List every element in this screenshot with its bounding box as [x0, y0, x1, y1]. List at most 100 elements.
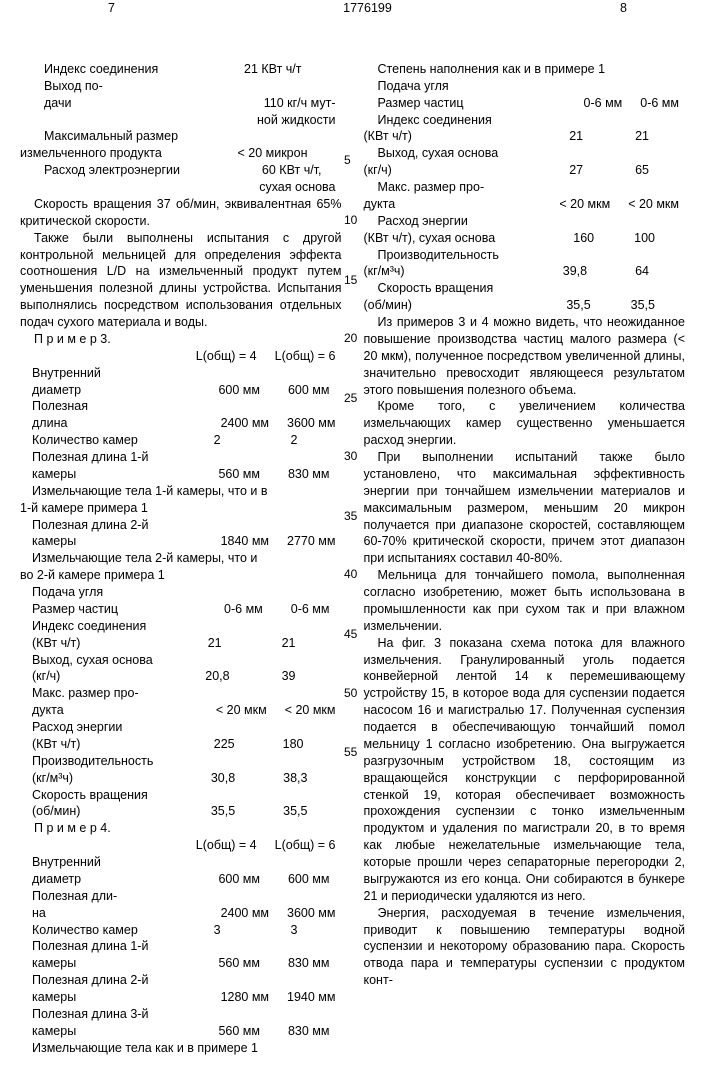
text: 38,3 — [283, 770, 307, 787]
text: < 20 микрон — [237, 145, 341, 162]
text: (кг/ч) — [32, 668, 60, 685]
text: 600 мм — [288, 382, 330, 399]
text: Степень наполнения как и в примере 1 — [364, 61, 686, 78]
text: камеры — [32, 466, 76, 483]
text: Внутренний — [32, 365, 342, 382]
text: 1940 мм — [287, 989, 335, 1006]
text: Полезная длина 2-й — [32, 517, 342, 534]
text: камеры — [32, 955, 76, 972]
text: 65 — [635, 162, 649, 179]
text: 20,8 — [205, 668, 229, 685]
text: 0-6 мм — [584, 95, 623, 112]
text: 1-й камере примера 1 — [20, 500, 342, 517]
text: дукта — [32, 702, 64, 719]
text: 100 — [634, 230, 655, 247]
text: Макс. размер про- — [32, 685, 342, 702]
text: < 20 мкм — [216, 702, 267, 719]
text: Подача угля — [364, 78, 686, 95]
text: 64 — [635, 263, 649, 280]
line-number: 55 — [344, 744, 357, 760]
text: Расход энергии — [364, 213, 686, 230]
text: L(общ) = 6 — [275, 837, 336, 854]
text: Полезная — [32, 398, 342, 415]
text: дукта — [364, 196, 396, 213]
text: 35,5 — [631, 297, 655, 314]
text: Измельчающие тела как и в примере 1 — [32, 1040, 342, 1057]
text: 0-6 мм — [291, 601, 330, 618]
text: L(общ) = 6 — [275, 348, 336, 365]
text: (кг/м³ч) — [364, 263, 405, 280]
text: Индекс соединения — [20, 61, 158, 78]
text: Скорость вращения — [32, 787, 342, 804]
example-heading: П р и м е р 4. — [20, 820, 342, 837]
text: 830 мм — [288, 466, 330, 483]
text: 35,5 — [566, 297, 590, 314]
text: Полезная длина 1-й — [32, 449, 342, 466]
text: Полезная длина 1-й — [32, 938, 342, 955]
text: 39,8 — [563, 263, 587, 280]
text: 3 — [291, 922, 298, 939]
line-number: 35 — [344, 508, 357, 524]
text: на — [32, 905, 46, 922]
text: L(общ) = 4 — [196, 837, 257, 854]
text: 21 КВт ч/т — [244, 61, 342, 78]
text: 2 — [291, 432, 298, 449]
text: Максимальный размер — [20, 128, 342, 145]
text: диаметр — [32, 382, 81, 399]
text: Количество камер — [32, 432, 138, 449]
text: во 2-й камере примера 1 — [20, 567, 342, 584]
right-column: Степень наполнения как и в примере 1 Под… — [364, 61, 686, 1057]
text: (КВт ч/т) — [364, 128, 412, 145]
line-number: 50 — [344, 685, 357, 701]
text: 30,8 — [211, 770, 235, 787]
text: (об/мин) — [32, 803, 80, 820]
text: (кг/м³ч) — [32, 770, 73, 787]
paragraph: Мельница для тончайшего помола, выполнен… — [364, 567, 686, 635]
line-number: 20 — [344, 330, 357, 346]
text: L(общ) = 4 — [196, 348, 257, 365]
page-header: 7 1776199 8 — [0, 0, 707, 27]
right-page-number: 8 — [620, 0, 627, 17]
text: 2400 мм — [221, 905, 269, 922]
text: Измельчающие тела 2-й камеры, что и — [32, 550, 342, 567]
text: 560 мм — [218, 466, 260, 483]
text: 3600 мм — [287, 905, 335, 922]
paragraph: Из примеров 3 и 4 можно видеть, что неож… — [364, 314, 686, 398]
text: Расход энергии — [32, 719, 342, 736]
text: 21 — [282, 635, 296, 652]
text: камеры — [32, 1023, 76, 1040]
text: диаметр — [32, 871, 81, 888]
text: сухая основа — [20, 179, 342, 196]
text: Подача угля — [32, 584, 342, 601]
text: 35,5 — [211, 803, 235, 820]
text: Расход электроэнергии — [20, 162, 180, 179]
text: (КВт ч/т), сухая основа — [364, 230, 496, 247]
text: 110 кг/ч мут- — [264, 95, 342, 112]
text: (об/мин) — [364, 297, 412, 314]
text: Выход по- — [20, 78, 342, 95]
text: длина — [32, 415, 67, 432]
text: Измельчающие тела 1-й камеры, что и в — [32, 483, 342, 500]
text: 0-6 мм — [224, 601, 263, 618]
paragraph: На фиг. 3 показана схема потока для влаж… — [364, 635, 686, 905]
text: 0-6 мм — [640, 95, 679, 112]
patent-number: 1776199 — [343, 0, 392, 17]
text: Размер частиц — [378, 95, 464, 112]
line-number: 15 — [344, 272, 357, 288]
text: Полезная дли- — [32, 888, 342, 905]
text: 1280 мм — [221, 989, 269, 1006]
text: 1840 мм — [221, 533, 269, 550]
paragraph: Скорость вращения 37 об/мин, эквивалентн… — [20, 196, 342, 230]
text: < 20 мкм — [285, 702, 336, 719]
text: Индекс соединения — [32, 618, 342, 635]
text: 560 мм — [218, 955, 260, 972]
text: (КВт ч/т) — [32, 635, 80, 652]
line-number: 45 — [344, 626, 357, 642]
paragraph: Кроме того, с увеличением количества изм… — [364, 398, 686, 449]
line-number: 40 — [344, 566, 357, 582]
text: 600 мм — [288, 871, 330, 888]
left-page-number: 7 — [108, 0, 115, 17]
text: Внутренний — [32, 854, 342, 871]
text: 21 — [635, 128, 649, 145]
text: (кг/ч) — [364, 162, 392, 179]
